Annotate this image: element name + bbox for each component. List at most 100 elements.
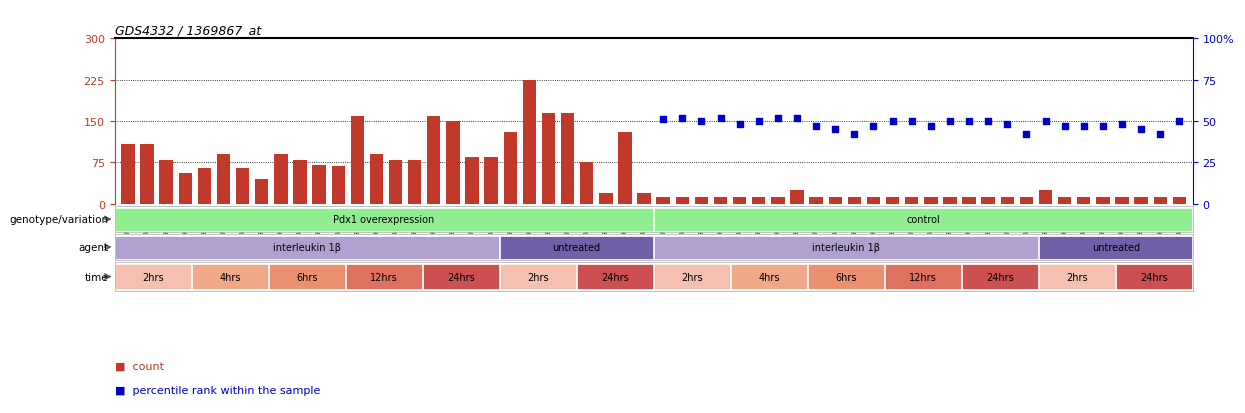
FancyBboxPatch shape [654,236,1038,259]
Bar [1096,198,1109,204]
FancyBboxPatch shape [500,264,576,290]
Point [1150,132,1170,138]
FancyBboxPatch shape [115,208,654,231]
Bar [695,198,708,204]
FancyBboxPatch shape [1040,236,1193,259]
Text: time: time [85,272,108,282]
FancyBboxPatch shape [808,264,884,290]
FancyBboxPatch shape [346,264,422,290]
Text: 12hrs: 12hrs [909,272,937,282]
Bar [791,190,804,204]
Bar [1077,198,1091,204]
Bar [924,198,937,204]
Bar [752,198,766,204]
Bar [561,114,574,204]
Text: untreated: untreated [1092,242,1139,252]
Text: 4hrs: 4hrs [219,272,240,282]
Text: interleukin 1β: interleukin 1β [812,242,880,252]
Bar [981,198,995,204]
Text: 4hrs: 4hrs [758,272,779,282]
Text: 24hrs: 24hrs [447,272,476,282]
Bar [446,122,459,204]
Point [979,119,998,125]
Bar [944,198,956,204]
Text: untreated: untreated [553,242,600,252]
Bar [198,169,212,204]
Point [1036,119,1056,125]
Text: ■  percentile rank within the sample: ■ percentile rank within the sample [115,385,320,395]
Text: 24hrs: 24hrs [1140,272,1168,282]
Point [1169,119,1189,125]
Bar [312,166,326,204]
Point [1132,127,1152,133]
Bar [867,198,880,204]
Point [711,115,731,122]
FancyBboxPatch shape [962,264,1038,290]
Bar [523,81,537,204]
Bar [427,116,441,204]
Bar [828,198,842,204]
Point [691,119,711,125]
Point [997,122,1017,128]
Point [844,132,864,138]
Text: agent: agent [78,242,108,252]
Text: 2hrs: 2hrs [142,272,164,282]
Bar [217,155,230,204]
FancyBboxPatch shape [115,264,190,290]
FancyBboxPatch shape [192,264,268,290]
Bar [656,198,670,204]
Bar [388,160,402,204]
Text: ■  count: ■ count [115,361,163,370]
FancyBboxPatch shape [578,264,654,290]
FancyBboxPatch shape [654,208,1193,231]
Point [940,119,960,125]
FancyBboxPatch shape [1117,264,1193,290]
Point [672,115,692,122]
Point [864,123,884,130]
Bar [886,198,899,204]
Bar [294,160,306,204]
Text: control: control [906,214,940,225]
Bar [178,174,192,204]
Bar [733,198,746,204]
Bar [484,157,498,204]
Bar [676,198,688,204]
Text: 6hrs: 6hrs [835,272,857,282]
Point [921,123,941,130]
Point [883,119,903,125]
Bar [713,198,727,204]
Point [901,119,921,125]
Point [1016,132,1036,138]
Point [1093,123,1113,130]
Point [748,119,768,125]
Text: 2hrs: 2hrs [528,272,549,282]
Bar [809,198,823,204]
Bar [542,114,555,204]
Text: genotype/variation: genotype/variation [9,214,108,225]
FancyBboxPatch shape [500,236,654,259]
Text: 24hrs: 24hrs [601,272,629,282]
Text: 2hrs: 2hrs [681,272,703,282]
Bar [466,157,479,204]
Point [1112,122,1132,128]
Text: interleukin 1β: interleukin 1β [273,242,341,252]
Bar [1038,190,1052,204]
Bar [848,198,862,204]
Point [768,115,788,122]
Point [787,115,807,122]
Bar [141,145,153,204]
Text: Pdx1 overexpression: Pdx1 overexpression [334,214,435,225]
Text: 12hrs: 12hrs [370,272,398,282]
Bar [905,198,919,204]
Text: GDS4332 / 1369867_at: GDS4332 / 1369867_at [115,24,260,37]
Bar [237,169,249,204]
Bar [1058,198,1071,204]
Bar [331,167,345,204]
FancyBboxPatch shape [269,264,345,290]
Point [959,119,979,125]
Bar [580,163,594,204]
FancyBboxPatch shape [731,264,807,290]
Bar [1154,198,1167,204]
Bar [637,193,651,204]
Point [807,123,827,130]
